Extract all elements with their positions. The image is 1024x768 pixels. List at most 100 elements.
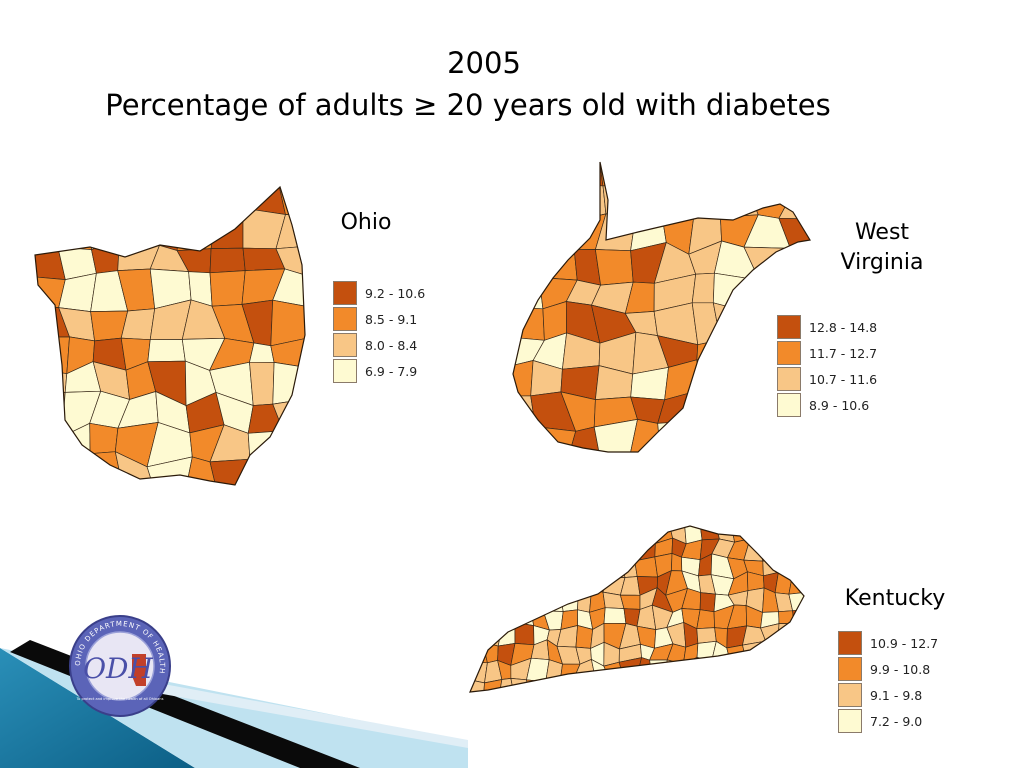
county-region (695, 656, 716, 683)
county-region (651, 676, 670, 692)
legend-item: 12.8 - 14.8 (777, 314, 877, 340)
county-region (154, 187, 187, 217)
county-region (247, 450, 280, 485)
county-region (481, 526, 500, 543)
county-region (603, 607, 627, 624)
legend-swatch (838, 683, 862, 707)
legend-range: 11.7 - 12.7 (809, 345, 878, 361)
legend-range: 10.7 - 11.6 (809, 371, 878, 387)
county-region (606, 675, 624, 692)
legend-item: 9.1 - 9.8 (838, 682, 938, 708)
county-region (526, 679, 547, 692)
county-region (512, 526, 531, 544)
county-region (560, 677, 577, 692)
kentucky-map (469, 525, 805, 693)
county-region (744, 397, 780, 434)
county-region (568, 162, 604, 187)
county-region (593, 418, 638, 452)
county-region (712, 302, 751, 341)
legend-range: 6.9 - 7.9 (365, 363, 418, 379)
county-region (781, 248, 810, 287)
county-region (533, 183, 576, 222)
county-region (619, 535, 641, 562)
ohio-legend: 9.2 - 10.6 8.5 - 9.1 8.0 - 8.4 6.9 - 7.9 (333, 280, 425, 384)
county-region (35, 215, 59, 248)
county-region (540, 538, 566, 554)
county-region (746, 661, 763, 679)
county-region (272, 268, 305, 308)
county-region (575, 625, 594, 649)
county-region (634, 676, 654, 692)
county-region (721, 162, 753, 197)
county-region (209, 247, 246, 274)
county-region (479, 604, 502, 632)
county-region (513, 360, 534, 397)
county-region (621, 162, 661, 198)
county-region (789, 661, 804, 680)
county-region (761, 657, 782, 678)
legend-range: 9.2 - 10.6 (365, 285, 426, 301)
county-region (575, 538, 590, 563)
county-region (759, 526, 778, 542)
legend-swatch (333, 333, 357, 357)
legend-item: 10.7 - 11.6 (777, 366, 877, 392)
county-region (619, 594, 641, 610)
county-region (744, 425, 783, 452)
legend-item: 8.0 - 8.4 (333, 332, 425, 358)
legend-swatch (838, 657, 862, 681)
county-region (540, 210, 576, 256)
county-region (575, 526, 592, 544)
county-region (657, 194, 695, 219)
county-region (695, 680, 716, 692)
county-region (776, 526, 793, 544)
county-region (513, 189, 542, 220)
county-region (759, 536, 780, 562)
county-region (606, 556, 626, 579)
legend-item: 9.9 - 10.8 (838, 656, 938, 682)
county-region (788, 574, 804, 595)
county-region (621, 184, 662, 218)
legend-item: 6.9 - 7.9 (333, 358, 425, 384)
legend-swatch (777, 393, 801, 417)
county-region (542, 570, 561, 597)
county-region (58, 453, 93, 485)
county-region (576, 569, 592, 597)
county-region (777, 535, 792, 562)
county-region (470, 556, 486, 575)
county-region (606, 526, 623, 543)
kentucky-legend: 10.9 - 12.7 9.9 - 10.8 9.1 - 9.8 7.2 - 9… (838, 630, 938, 734)
legend-swatch (333, 307, 357, 331)
ohio-map (34, 185, 306, 486)
county-region (777, 623, 797, 648)
county-region (719, 191, 759, 218)
county-region (728, 677, 747, 692)
county-region (35, 428, 63, 460)
legend-item: 9.2 - 10.6 (333, 280, 425, 306)
county-region (606, 535, 622, 561)
county-region (534, 426, 577, 452)
county-region (481, 552, 503, 572)
county-region (533, 162, 577, 199)
county-region (527, 588, 545, 612)
county-region (538, 249, 578, 281)
county-region (788, 539, 804, 562)
county-region (778, 189, 810, 220)
county-region (760, 623, 780, 649)
county-region (470, 626, 484, 645)
county-region (509, 588, 532, 607)
county-region (716, 389, 746, 435)
county-region (782, 162, 810, 198)
county-region (480, 590, 502, 607)
legend-swatch (838, 631, 862, 655)
county-region (778, 657, 796, 678)
county-region (665, 676, 685, 692)
county-region (696, 609, 715, 630)
county-region (272, 398, 305, 432)
county-region (634, 556, 659, 578)
legend-range: 12.8 - 14.8 (809, 319, 878, 335)
county-region (561, 538, 579, 561)
county-region (748, 328, 780, 374)
legend-swatch (777, 367, 801, 391)
county-region (789, 641, 804, 666)
county-region (618, 657, 643, 684)
